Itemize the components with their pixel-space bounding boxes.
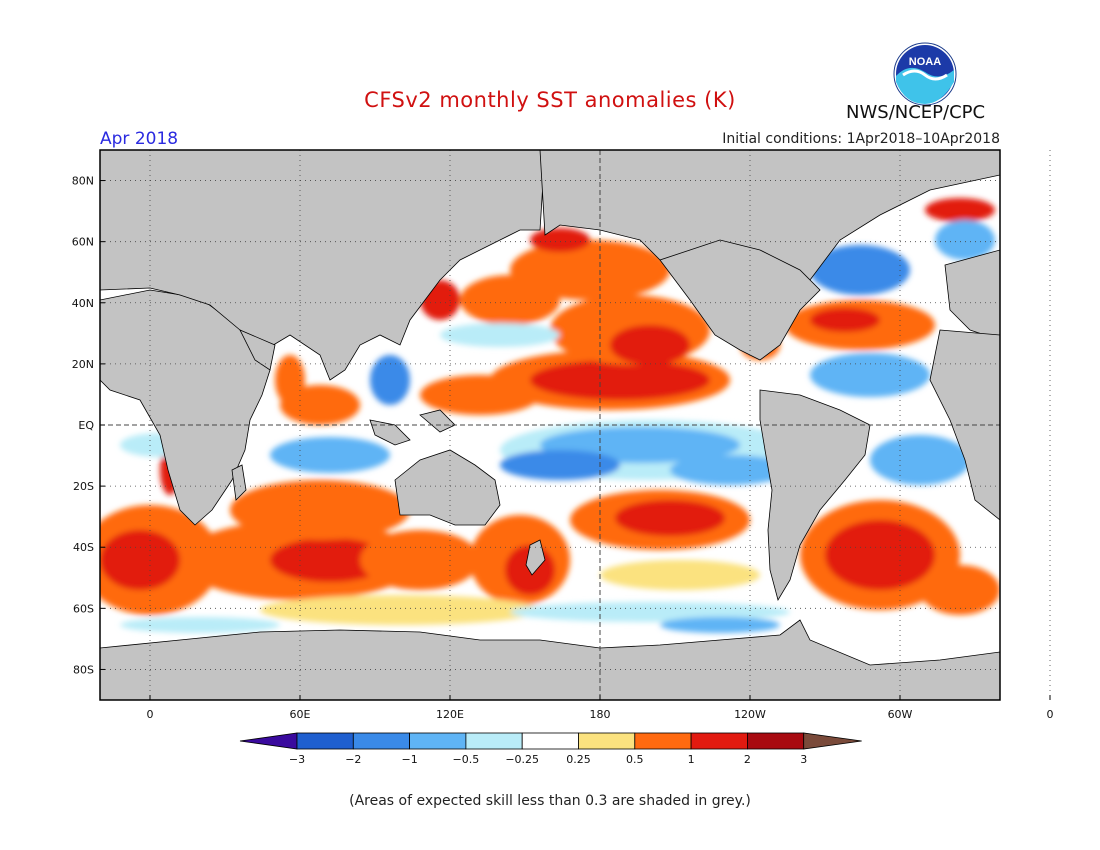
- latitude-labels: 80N 60N 40N 20N EQ 20S 40S 60S 80S: [72, 175, 105, 676]
- colorbar-swatch: [690, 732, 748, 750]
- latitude-label: 80S: [73, 663, 94, 676]
- colorbar-swatch: [634, 732, 692, 750]
- noaa-logo-icon: NOAA: [893, 42, 957, 106]
- colorbar-arrow-low: [239, 732, 298, 750]
- colorbar-swatch: [352, 732, 410, 750]
- longitude-labels: 0 60E 120E 180 120W 60W 0: [147, 695, 1054, 721]
- colorbar-label: −3: [289, 753, 305, 766]
- colorbar-label: 0.25: [566, 753, 591, 766]
- colorbar-label: −0.25: [505, 753, 539, 766]
- colorbar-swatch: [296, 732, 354, 750]
- colorbar-arrow-high: [803, 732, 862, 750]
- latitude-label: 60S: [73, 602, 94, 615]
- logo-text: NOAA: [909, 56, 941, 68]
- graticule: [100, 150, 1051, 700]
- agency-label: NWS/NCEP/CPC: [846, 102, 986, 123]
- colorbar-swatch: [409, 732, 467, 750]
- colorbar-label: 1: [688, 753, 695, 766]
- colorbar-label: −1: [401, 753, 417, 766]
- latitude-label: 60N: [72, 236, 94, 249]
- colorbar-label: 3: [800, 753, 807, 766]
- forecast-month: Apr 2018: [100, 129, 179, 149]
- footnote: (Areas of expected skill less than 0.3 a…: [349, 793, 751, 809]
- colorbar-label: 2: [744, 753, 751, 766]
- map-title: CFSv2 monthly SST anomalies (K): [364, 88, 736, 112]
- colorbar-swatch: [465, 732, 523, 750]
- latitude-label: 20S: [73, 480, 94, 493]
- longitude-label: 120E: [436, 708, 464, 721]
- latitude-label: 80N: [72, 175, 94, 188]
- colorbar-label: −0.5: [453, 753, 480, 766]
- longitude-label: 0: [147, 708, 154, 721]
- latitude-label: 40N: [72, 297, 94, 310]
- longitude-label: 180: [590, 708, 611, 721]
- initial-conditions: Initial conditions: 1Apr2018–10Apr2018: [722, 131, 1000, 147]
- colorbar-label: −2: [345, 753, 361, 766]
- colorbar-label: 0.5: [626, 753, 644, 766]
- latitude-label: 20N: [72, 358, 94, 371]
- latitude-label: EQ: [78, 419, 94, 432]
- colorbar-swatch: [521, 732, 579, 750]
- colorbar-swatch: [747, 732, 805, 750]
- longitude-label: 120W: [734, 708, 766, 721]
- latitude-label: 40S: [73, 541, 94, 554]
- colorbar-swatch: [578, 732, 636, 750]
- longitude-label: 0: [1047, 708, 1054, 721]
- longitude-label: 60W: [888, 708, 913, 721]
- longitude-label: 60E: [290, 708, 311, 721]
